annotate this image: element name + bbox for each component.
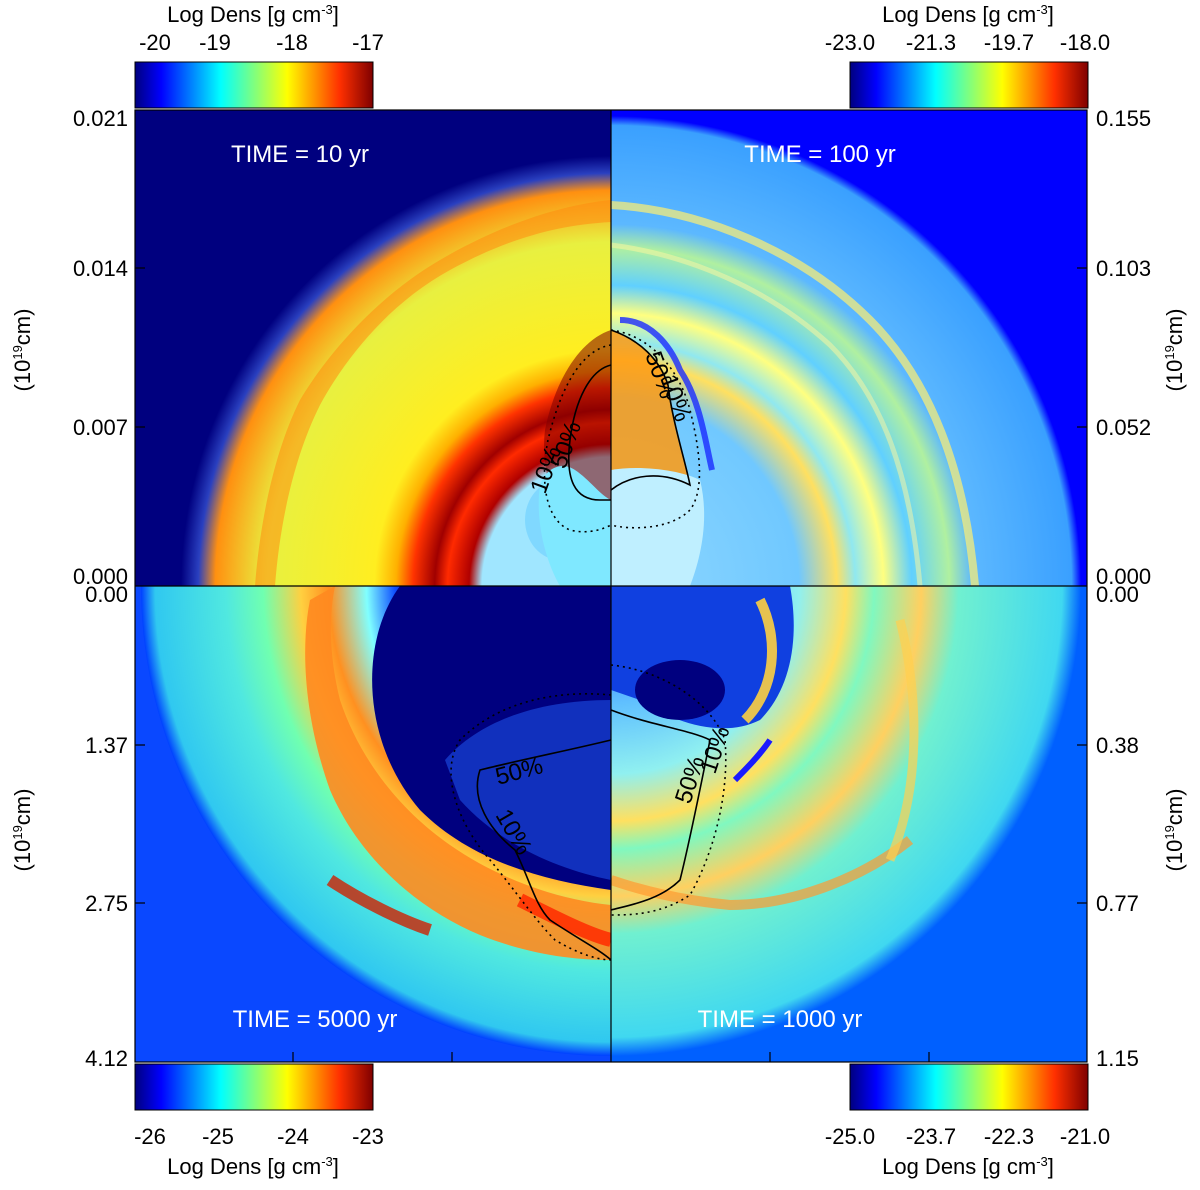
right-tick-top-0: 0.155	[1096, 106, 1151, 131]
right-tick-bottom-3: 1.15	[1096, 1046, 1139, 1071]
cb-tr-tick-3: -18.0	[1060, 30, 1110, 55]
contour-tl-solid	[568, 364, 612, 501]
contours	[450, 329, 727, 961]
cb-tl-tick-3: -17	[352, 30, 384, 55]
panel-frames	[134, 109, 1088, 1063]
time-label-top-right: TIME = 100 yr	[744, 141, 895, 168]
colorbar-title-bottom-right: Log Dens [g cm-3]	[882, 1154, 1054, 1179]
unit-label-left-top: (1019cm)	[10, 309, 35, 392]
cb-br-tick-1: -23.7	[906, 1124, 956, 1149]
left-tick-bottom-0: 0.00	[85, 582, 128, 607]
right-tick-top-1: 0.103	[1096, 256, 1151, 281]
time-label-top-left: TIME = 10 yr	[231, 141, 369, 168]
colorbar-top-right	[849, 61, 1089, 109]
cb-tl-tick-0: -20	[139, 30, 171, 55]
panel-top-right	[611, 110, 1087, 586]
cb-tl-tick-2: -18	[276, 30, 308, 55]
left-tick-top-1: 0.014	[73, 256, 128, 281]
contour-tl-dotted	[543, 344, 612, 533]
cb-tr-tick-0: -23.0	[825, 30, 875, 55]
left-tick-top-3: 0.000	[73, 564, 128, 589]
cb-tr-tick-1: -21.3	[906, 30, 956, 55]
panel-bottom-left	[135, 586, 611, 1062]
right-tick-top-3: 0.000	[1096, 564, 1151, 589]
time-label-bottom-left: TIME = 5000 yr	[233, 1006, 398, 1033]
colorbar-top-left	[134, 61, 374, 109]
cb-bl-tick-2: -24	[277, 1124, 309, 1149]
left-tick-bottom-2: 2.75	[85, 891, 128, 916]
cb-tr-tick-2: -19.7	[984, 30, 1034, 55]
cb-br-tick-3: -21.0	[1060, 1124, 1110, 1149]
right-tick-bottom-1: 0.38	[1096, 733, 1139, 758]
left-tick-bottom-1: 1.37	[85, 733, 128, 758]
unit-label-right-top: (1019cm)	[1162, 309, 1187, 392]
contour-tr-solid	[610, 329, 692, 491]
left-tick-top-2: 0.007	[73, 415, 128, 440]
axis-tick-labels: 0.021 0.014 0.007 0.000 0.00 1.37 2.75 4…	[73, 106, 1151, 1071]
time-labels: TIME = 10 yr TIME = 100 yr TIME = 5000 y…	[231, 141, 896, 1033]
tick-marks	[135, 267, 1087, 1062]
panel-bottom-right	[611, 586, 1087, 1062]
colorbar-bottom-left	[134, 1063, 374, 1111]
unit-label-left-bottom: (1019cm)	[10, 789, 35, 872]
colorbar-title-bottom-left: Log Dens [g cm-3]	[167, 1154, 339, 1179]
left-tick-top-0: 0.021	[73, 106, 128, 131]
panel-top-left	[135, 110, 611, 586]
right-tick-top-2: 0.052	[1096, 415, 1151, 440]
axis-unit-labels: (1019cm) (1019cm) (1019cm) (1019cm)	[10, 309, 1187, 872]
cb-br-tick-2: -22.3	[984, 1124, 1034, 1149]
cb-bl-tick-3: -23	[352, 1124, 384, 1149]
right-tick-bottom-2: 0.77	[1096, 891, 1139, 916]
cb-bl-tick-1: -25	[202, 1124, 234, 1149]
contour-bl-solid	[476, 739, 612, 961]
contour-br-dotted	[610, 664, 727, 916]
left-tick-bottom-3: 4.12	[85, 1046, 128, 1071]
time-label-bottom-right: TIME = 1000 yr	[698, 1006, 863, 1033]
unit-label-right-bottom: (1019cm)	[1162, 789, 1187, 872]
colorbar-title-top-right: Log Dens [g cm-3]	[882, 2, 1054, 27]
cb-bl-tick-0: -26	[134, 1124, 166, 1149]
colorbar-bottom-right	[849, 1063, 1089, 1111]
colorbar-labels: Log Dens [g cm-3] -20 -19 -18 -17 Log De…	[134, 2, 1110, 1179]
cb-br-tick-0: -25.0	[825, 1124, 875, 1149]
contour-br-solid	[610, 709, 711, 911]
colorbar-title-top-left: Log Dens [g cm-3]	[167, 2, 339, 27]
cb-tl-tick-1: -19	[199, 30, 231, 55]
right-tick-bottom-0: 0.00	[1096, 582, 1139, 607]
